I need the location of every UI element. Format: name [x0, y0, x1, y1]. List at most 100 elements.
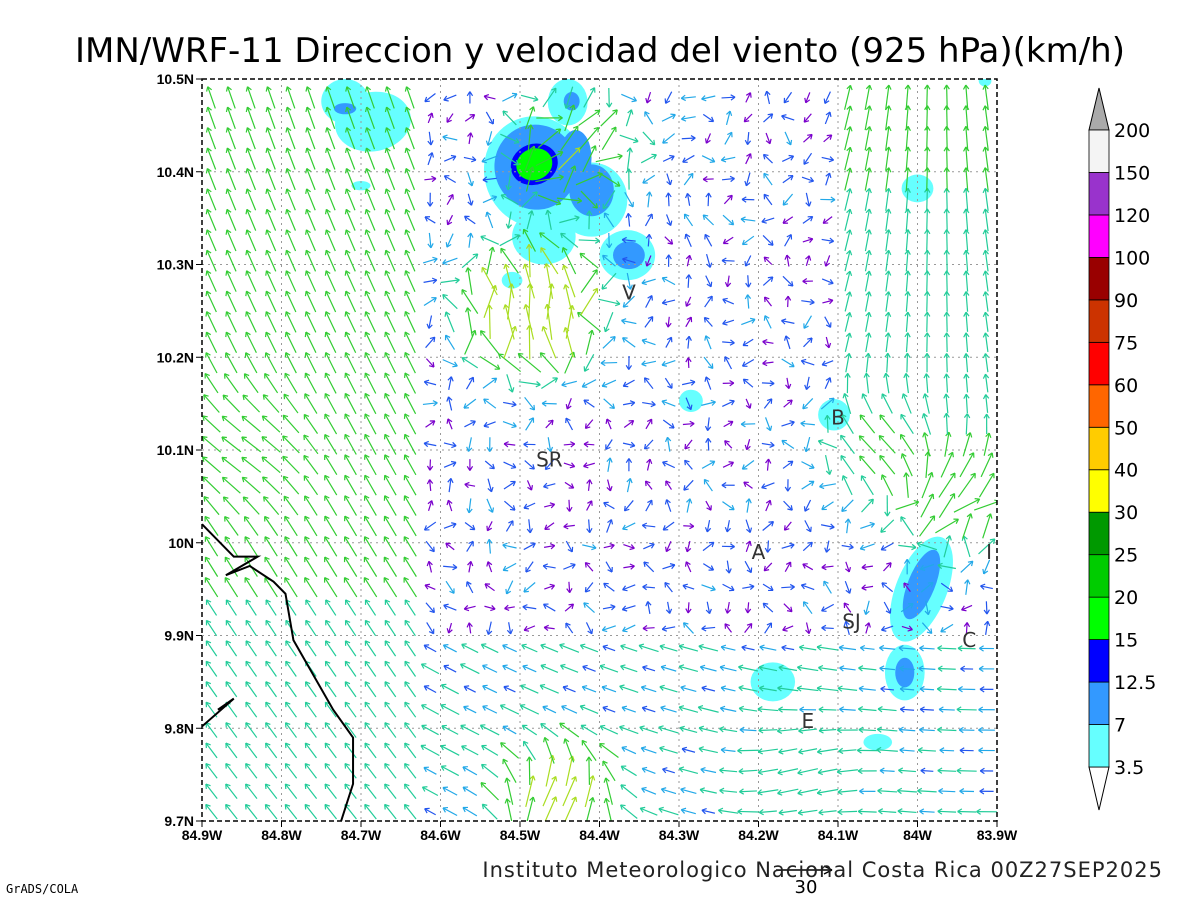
colorbar-swatch-75 — [1088, 341, 1110, 386]
wind-vector-961 — [722, 297, 735, 305]
wind-vector-91 — [241, 415, 261, 433]
wind-vector-48 — [224, 556, 239, 577]
wind-vector-625 — [543, 543, 556, 550]
wind-vector-345 — [384, 372, 397, 394]
wind-vector-716 — [582, 145, 597, 173]
wind-vector-447 — [446, 499, 453, 512]
wind-vector-765 — [622, 624, 636, 633]
wind-vector-133 — [265, 290, 277, 313]
wind-vector-277 — [344, 290, 357, 313]
wind-vector-51 — [222, 496, 240, 515]
wind-vector-862 — [661, 113, 676, 122]
wind-vector-11 — [204, 577, 219, 598]
wind-vector-245 — [324, 208, 336, 231]
wind-vector-293 — [364, 701, 377, 718]
wind-vector-1298 — [920, 767, 934, 774]
y-tick-label: 10N — [168, 535, 194, 551]
wind-vector-1186 — [844, 105, 853, 131]
wind-vector-620 — [540, 643, 559, 653]
wind-vector-184 — [304, 722, 317, 738]
wind-vector-549 — [506, 622, 514, 635]
wind-vector-1107 — [805, 255, 812, 267]
wind-vector-307 — [364, 413, 377, 435]
wind-vector-301 — [363, 536, 378, 557]
wind-vector-274 — [344, 352, 357, 374]
wind-vector-653 — [561, 704, 578, 714]
wind-vector-field — [202, 84, 997, 821]
wind-vector-336 — [383, 556, 398, 577]
wind-vector-387 — [404, 249, 416, 272]
wind-vector-287 — [345, 86, 356, 109]
wind-vector-615 — [543, 736, 555, 764]
wind-vector-136 — [265, 229, 277, 252]
wind-vector-743 — [602, 335, 616, 349]
wind-vector-416 — [422, 400, 438, 407]
wind-vector-1396 — [963, 229, 970, 252]
wind-vector-1082 — [797, 768, 819, 776]
wind-vector-1435 — [982, 167, 989, 191]
wind-vector-1161 — [843, 620, 850, 635]
wind-vector-1144 — [821, 237, 835, 244]
wind-vector-1302 — [919, 685, 935, 693]
wind-vector-179 — [285, 86, 296, 109]
wind-vector-737 — [606, 457, 613, 472]
wind-vector-1394 — [963, 270, 970, 292]
wind-vector-56 — [222, 394, 241, 413]
wind-vector-54 — [221, 436, 242, 453]
wind-vector-754 — [600, 109, 618, 127]
wind-vector-628 — [543, 482, 556, 489]
wind-vector-869 — [678, 705, 699, 713]
wind-vector-1300 — [918, 726, 935, 734]
wind-vector-1422 — [983, 432, 992, 456]
wind-vector-533 — [485, 211, 494, 229]
wind-vector-783 — [622, 256, 636, 264]
wind-vector-1211 — [865, 332, 872, 353]
wind-vector-82 — [245, 599, 257, 616]
wind-vector-170 — [285, 270, 297, 292]
wind-vector-1173 — [844, 372, 851, 394]
wind-vector-1306 — [924, 600, 931, 616]
wind-vector-511 — [482, 664, 498, 673]
wind-vector-991 — [740, 420, 756, 428]
wind-vector-519 — [486, 498, 495, 513]
wind-vector-1109 — [802, 215, 814, 224]
wind-vector-913 — [702, 541, 715, 552]
wind-vector-721 — [603, 777, 613, 805]
wind-vector-388 — [404, 229, 416, 252]
wind-vector-260 — [344, 640, 357, 657]
wind-vector-86 — [243, 516, 259, 536]
wind-vector-334 — [384, 599, 396, 616]
wind-vector-180 — [304, 803, 318, 820]
wind-vector-487 — [464, 420, 476, 428]
wind-vector-117 — [265, 619, 277, 637]
wind-vector-562 — [498, 353, 522, 373]
pacific-coastline — [202, 523, 355, 821]
wind-vector-1188 — [857, 808, 877, 815]
wind-vector-746 — [601, 272, 617, 290]
wind-vector-727 — [599, 664, 619, 673]
x-tick-label: 84.7W — [341, 827, 382, 843]
wind-vector-142 — [265, 106, 276, 129]
wind-vector-1077 — [784, 131, 793, 146]
wind-vector-714 — [580, 190, 598, 209]
wind-vector-1131 — [821, 501, 834, 511]
wind-vector-295 — [364, 660, 377, 677]
wind-vector-1286 — [904, 270, 911, 292]
wind-vector-397 — [421, 786, 439, 797]
wind-vector-844 — [665, 480, 672, 490]
wind-vector-1083 — [798, 748, 818, 755]
wind-vector-1172 — [842, 392, 852, 414]
wind-vector-1244 — [881, 393, 893, 414]
wind-vector-1194 — [858, 685, 876, 692]
wind-vector-1026 — [761, 441, 775, 448]
wind-vector-857 — [665, 214, 673, 226]
wind-vector-803 — [642, 583, 656, 591]
wind-vector-1014 — [758, 685, 777, 692]
wind-vector-661 — [565, 540, 574, 553]
wind-vector-1138 — [821, 360, 834, 367]
wind-vector-994 — [741, 358, 755, 367]
wind-vector-1321 — [924, 291, 931, 312]
wind-vector-167 — [284, 331, 297, 354]
wind-vector-241 — [324, 290, 337, 313]
wind-vector-568 — [499, 234, 521, 247]
